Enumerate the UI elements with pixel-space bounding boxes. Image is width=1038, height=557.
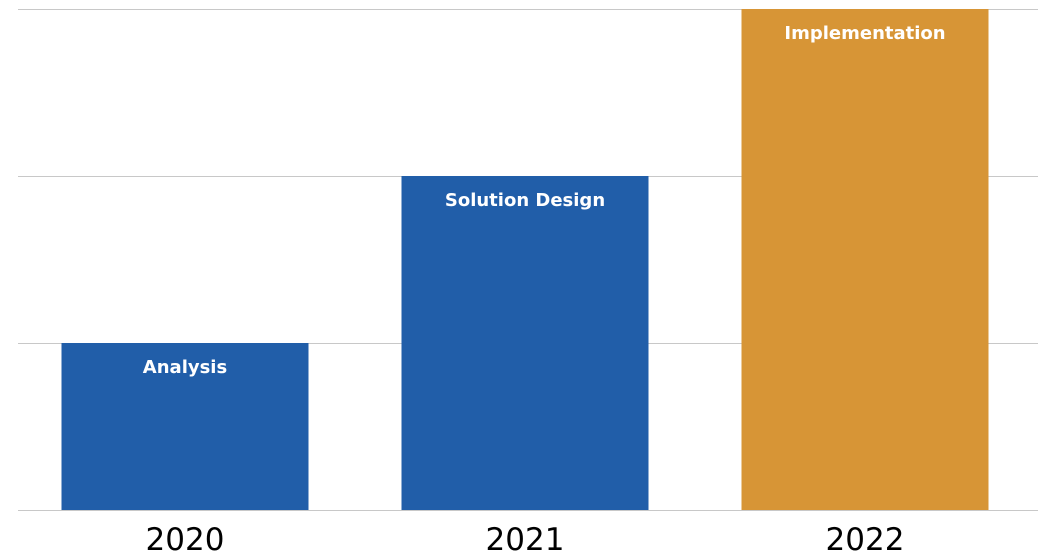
bars bbox=[61, 9, 989, 510]
bar-2022 bbox=[741, 9, 989, 510]
x-tick-label-2021: 2021 bbox=[486, 522, 565, 557]
bar-labels: Analysis Solution Design Implementation bbox=[143, 23, 946, 378]
bar-label-2020: Analysis bbox=[143, 357, 227, 378]
x-tick-label-2020: 2020 bbox=[146, 522, 225, 557]
bar-2020 bbox=[61, 343, 309, 510]
bar-2021 bbox=[401, 176, 649, 510]
bar-label-2021: Solution Design bbox=[445, 190, 605, 211]
x-tick-label-2022: 2022 bbox=[826, 522, 905, 557]
x-axis-tick-labels: 2020 2021 2022 bbox=[146, 522, 905, 557]
bar-label-2022: Implementation bbox=[784, 23, 945, 44]
